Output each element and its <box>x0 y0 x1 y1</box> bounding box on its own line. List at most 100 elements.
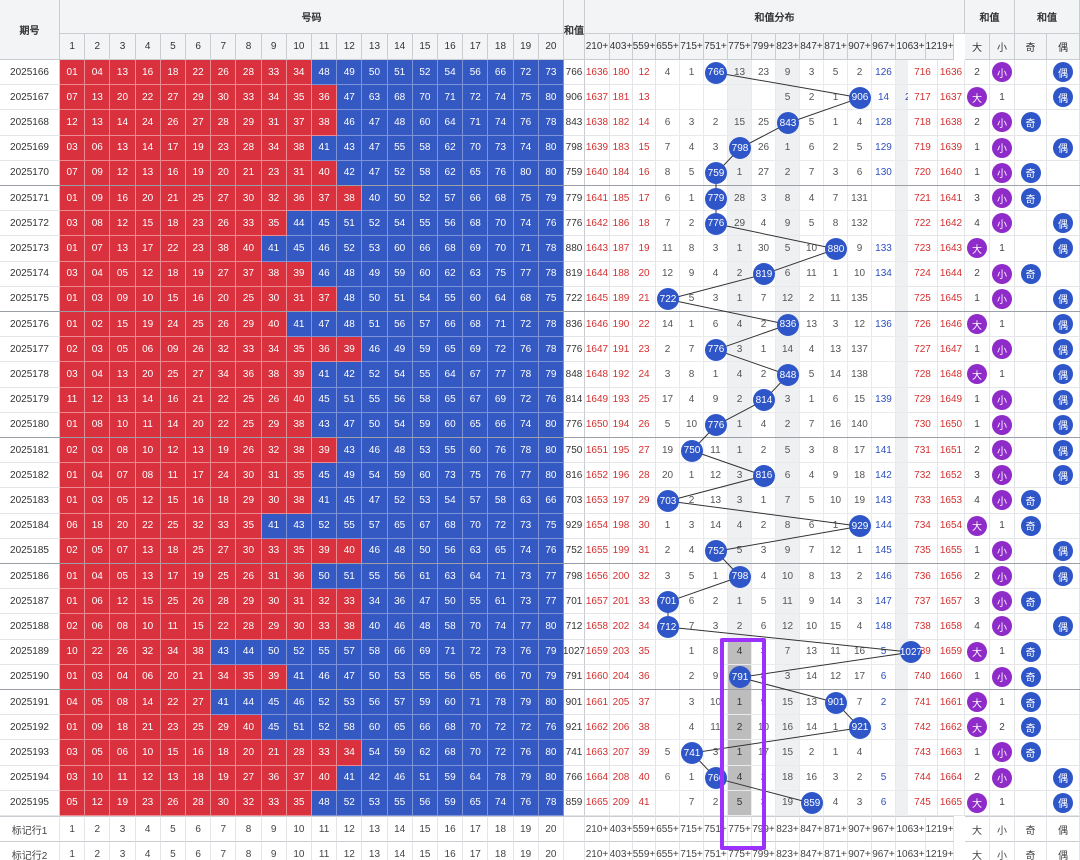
marker-num: 16 <box>438 816 464 842</box>
marker-blank <box>564 841 585 860</box>
tail-value: 1636 <box>938 60 965 86</box>
dist-cell: 141 <box>872 438 896 464</box>
number-cell: 16 <box>110 186 136 212</box>
period-cell: 2025182 <box>0 463 60 489</box>
tail-value: 727 <box>908 337 938 363</box>
period-cell: 2025173 <box>0 236 60 262</box>
number-cell: 38 <box>286 135 312 161</box>
number-cell: 59 <box>387 463 413 489</box>
tail-value: 724 <box>908 261 938 287</box>
number-cell: 56 <box>412 790 438 816</box>
dist-cell: 3 <box>848 790 872 816</box>
tail-value: 737 <box>908 589 938 615</box>
even-marker: 偶 <box>1053 540 1073 561</box>
even-cell: 偶 <box>1047 60 1080 86</box>
sum-value: 766 <box>564 60 585 86</box>
marker-num: 9 <box>261 841 287 860</box>
tail-value: 738 <box>908 614 938 640</box>
number-cell: 15 <box>186 614 212 640</box>
number-cell: 68 <box>438 715 464 741</box>
dist-cell: 14 <box>800 664 824 690</box>
small-marker: 小 <box>992 263 1012 284</box>
number-cell: 52 <box>412 60 438 86</box>
header-dist-col: 210+ <box>585 34 610 60</box>
number-cell: 24 <box>160 312 186 338</box>
number-cell: 55 <box>362 564 388 590</box>
number-cell: 23 <box>135 790 161 816</box>
number-cell: 30 <box>261 488 287 514</box>
dist-cell: 4 <box>728 513 752 539</box>
sum-value: 750 <box>564 438 585 464</box>
dist-cell: 5 <box>800 110 824 136</box>
number-cell: 11 <box>160 463 186 489</box>
number-cell: 22 <box>211 387 237 413</box>
number-cell: 03 <box>60 765 86 791</box>
dist-cell: 8 <box>800 564 824 590</box>
even-marker: 偶 <box>1053 238 1073 259</box>
odd-cell: 奇 <box>1015 160 1047 186</box>
sum-value: 712 <box>564 614 585 640</box>
sum-value: 779 <box>564 186 585 212</box>
number-cell: 76 <box>538 387 564 413</box>
number-cell: 67 <box>463 362 489 388</box>
even-cell <box>1047 690 1080 716</box>
tail-value: 744 <box>908 765 938 791</box>
number-cell: 30 <box>236 538 262 564</box>
even-marker: 偶 <box>1053 62 1073 83</box>
number-cell: 33 <box>236 85 262 111</box>
marker-num: 5 <box>160 816 186 842</box>
number-cell: 09 <box>85 186 111 212</box>
even-marker: 偶 <box>1053 616 1073 637</box>
dist-cell: 3 <box>872 715 896 741</box>
number-cell: 77 <box>538 564 564 590</box>
dist-cell: 126 <box>872 60 896 86</box>
number-cell: 28 <box>236 135 262 161</box>
dist-cell: 14 <box>824 362 848 388</box>
marker-num: 12 <box>337 816 363 842</box>
big-cell: 4 <box>965 614 990 640</box>
number-cell: 68 <box>438 236 464 262</box>
period-cell: 2025176 <box>0 312 60 338</box>
marker-num: 8 <box>236 841 262 860</box>
marker-num: 6 <box>186 816 212 842</box>
highlight-box-775 <box>720 638 766 850</box>
number-cell: 43 <box>337 135 363 161</box>
dist-cell: 1 <box>824 715 848 741</box>
sum-value: 836 <box>564 312 585 338</box>
omission-value: 1664 <box>585 765 610 791</box>
number-cell: 52 <box>286 639 312 665</box>
dist-cell: 4 <box>680 387 704 413</box>
even-cell <box>1047 715 1080 741</box>
omission-value: 27 <box>633 438 656 464</box>
number-cell: 15 <box>160 286 186 312</box>
number-cell: 28 <box>236 60 262 86</box>
number-cell: 63 <box>463 261 489 287</box>
number-cell: 74 <box>488 614 514 640</box>
number-cell: 76 <box>538 211 564 237</box>
number-cell: 33 <box>261 60 287 86</box>
number-cell: 80 <box>513 160 539 186</box>
number-cell: 01 <box>60 236 86 262</box>
number-cell: 29 <box>211 715 237 741</box>
number-cell: 03 <box>85 286 111 312</box>
period-cell: 2025174 <box>0 261 60 287</box>
dist-cell: 26 <box>752 135 776 161</box>
number-cell: 49 <box>337 463 363 489</box>
number-cell: 78 <box>488 690 514 716</box>
dist-cell: 2 <box>848 765 872 791</box>
dist-cell: 3 <box>824 765 848 791</box>
marker-num: 20 <box>538 816 564 842</box>
omission-value: 189 <box>610 286 633 312</box>
dist-cell: 12 <box>776 614 800 640</box>
dist-cell: 4 <box>848 110 872 136</box>
dist-cell: 8 <box>776 513 800 539</box>
number-cell: 59 <box>412 412 438 438</box>
small-cell: 1 <box>990 639 1015 665</box>
number-cell: 63 <box>362 85 388 111</box>
small-cell: 1 <box>990 513 1015 539</box>
number-cell: 69 <box>412 639 438 665</box>
dist-cell: 3 <box>728 488 752 514</box>
header-dist-col: 559+ <box>633 34 656 60</box>
header-big: 大 <box>965 34 990 60</box>
dist-cell: 30 <box>752 236 776 262</box>
